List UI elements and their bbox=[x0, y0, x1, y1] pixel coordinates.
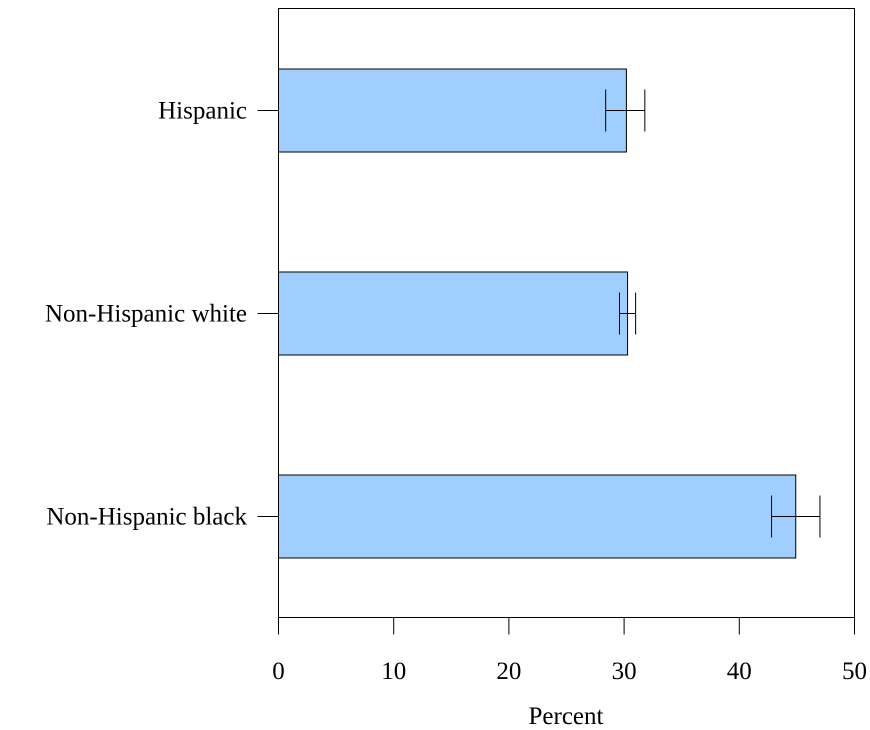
bar-non-hispanic-black bbox=[278, 474, 797, 559]
x-tick-label-20: 20 bbox=[496, 658, 521, 685]
x-tick-label-10: 10 bbox=[381, 658, 406, 685]
bar-hispanic bbox=[278, 68, 627, 153]
y-tick-label-non-hispanic-black: Non-Hispanic black bbox=[46, 504, 247, 531]
y-tick-label-non-hispanic-white: Non-Hispanic white bbox=[45, 301, 247, 328]
x-tick-label-30: 30 bbox=[612, 658, 637, 685]
y-ticks-layer: Hispanic Non-Hispanic white Non-Hispanic b… bbox=[45, 98, 279, 531]
x-axis-title: Percent bbox=[529, 703, 604, 730]
x-ticks-layer: 0 10 20 30 40 50 bbox=[272, 617, 867, 685]
x-tick-label-40: 40 bbox=[727, 658, 752, 685]
bars-layer bbox=[278, 68, 797, 559]
x-tick-label-0: 0 bbox=[272, 658, 285, 685]
bar-non-hispanic-white bbox=[278, 271, 629, 356]
x-tick-label-50: 50 bbox=[842, 658, 867, 685]
error-bars-layer bbox=[605, 89, 821, 538]
y-tick-label-hispanic: Hispanic bbox=[158, 98, 247, 125]
